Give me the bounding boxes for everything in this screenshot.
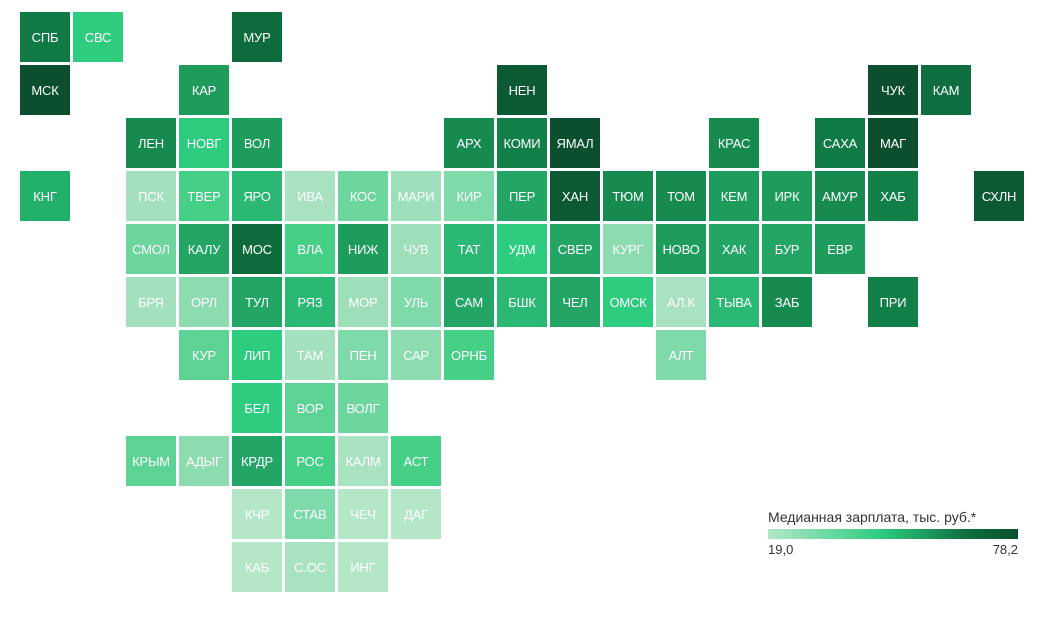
region-tile[interactable]: АДЫГ <box>179 436 229 486</box>
region-tile[interactable]: ЧУВ <box>391 224 441 274</box>
region-tile[interactable]: КУРГ <box>603 224 653 274</box>
region-tile[interactable]: КАЛУ <box>179 224 229 274</box>
legend-max-label: 78,2 <box>992 542 1018 557</box>
region-tile[interactable]: ТУЛ <box>232 277 282 327</box>
region-tile[interactable]: МОС <box>232 224 282 274</box>
region-tile[interactable]: КИР <box>444 171 494 221</box>
region-tile[interactable]: СПБ <box>20 12 70 62</box>
region-tile[interactable]: РОС <box>285 436 335 486</box>
region-tile[interactable]: КЕМ <box>709 171 759 221</box>
region-tile[interactable]: ВОР <box>285 383 335 433</box>
region-tile[interactable]: ТАТ <box>444 224 494 274</box>
region-tile[interactable]: СВС <box>73 12 123 62</box>
region-tile[interactable]: ПЕН <box>338 330 388 380</box>
region-tile[interactable]: ЧЕЧ <box>338 489 388 539</box>
region-tile[interactable]: ДАГ <box>391 489 441 539</box>
region-tile[interactable]: КРЫМ <box>126 436 176 486</box>
region-tile[interactable]: СХЛН <box>974 171 1024 221</box>
region-tile[interactable]: ХАК <box>709 224 759 274</box>
region-tile[interactable]: ХАН <box>550 171 600 221</box>
region-tile[interactable]: АЛ.К <box>656 277 706 327</box>
legend-min-label: 19,0 <box>768 542 794 557</box>
legend: Медианная зарплата, тыс. руб.* 19,0 78,2 <box>768 509 1020 557</box>
region-tile[interactable]: ТЫВА <box>709 277 759 327</box>
region-tile[interactable]: ПЕР <box>497 171 547 221</box>
region-tile[interactable]: ИВА <box>285 171 335 221</box>
region-tile[interactable]: СТАВ <box>285 489 335 539</box>
region-tile[interactable]: КАР <box>179 65 229 115</box>
region-tile[interactable]: ЕВР <box>815 224 865 274</box>
region-tile[interactable]: КЧР <box>232 489 282 539</box>
region-tile[interactable]: МОР <box>338 277 388 327</box>
region-tile[interactable]: КАБ <box>232 542 282 592</box>
region-tile[interactable]: КНГ <box>20 171 70 221</box>
region-tile[interactable]: ПРИ <box>868 277 918 327</box>
region-tile[interactable]: ВОЛ <box>232 118 282 168</box>
region-tile[interactable]: ОРНБ <box>444 330 494 380</box>
region-tile[interactable]: ЯРО <box>232 171 282 221</box>
region-tile[interactable]: ТАМ <box>285 330 335 380</box>
region-tile[interactable]: БШК <box>497 277 547 327</box>
region-tile[interactable]: САХА <box>815 118 865 168</box>
region-tile[interactable]: ЯМАЛ <box>550 118 600 168</box>
region-tile[interactable]: КАМ <box>921 65 971 115</box>
region-tile[interactable]: АЛТ <box>656 330 706 380</box>
region-tile[interactable]: ТВЕР <box>179 171 229 221</box>
region-tile[interactable]: НОВГ <box>179 118 229 168</box>
region-tile[interactable]: АМУР <box>815 171 865 221</box>
region-tile[interactable]: КРДР <box>232 436 282 486</box>
region-tile[interactable]: АСТ <box>391 436 441 486</box>
legend-labels: 19,0 78,2 <box>768 542 1018 557</box>
region-tile[interactable]: САР <box>391 330 441 380</box>
region-tile[interactable]: МУР <box>232 12 282 62</box>
region-tile[interactable]: НОВО <box>656 224 706 274</box>
legend-gradient-bar <box>768 529 1018 539</box>
region-tile[interactable]: КРАС <box>709 118 759 168</box>
region-tile[interactable]: НИЖ <box>338 224 388 274</box>
region-tile[interactable]: МСК <box>20 65 70 115</box>
region-tile[interactable]: МАГ <box>868 118 918 168</box>
region-tile[interactable]: УДМ <box>497 224 547 274</box>
region-tile[interactable]: С.ОС <box>285 542 335 592</box>
region-tile[interactable]: БРЯ <box>126 277 176 327</box>
region-tile[interactable]: АРХ <box>444 118 494 168</box>
region-tile[interactable]: ТОМ <box>656 171 706 221</box>
region-tile[interactable]: ХАБ <box>868 171 918 221</box>
region-tile[interactable]: БЕЛ <box>232 383 282 433</box>
region-tile[interactable]: САМ <box>444 277 494 327</box>
region-tile[interactable]: ЗАБ <box>762 277 812 327</box>
region-tile[interactable]: ЛЕН <box>126 118 176 168</box>
region-tile[interactable]: СМОЛ <box>126 224 176 274</box>
region-tile[interactable]: ИНГ <box>338 542 388 592</box>
region-tile[interactable]: МАРИ <box>391 171 441 221</box>
region-tile[interactable]: ТЮМ <box>603 171 653 221</box>
region-tile[interactable]: РЯЗ <box>285 277 335 327</box>
region-tile[interactable]: ОМСК <box>603 277 653 327</box>
legend-title: Медианная зарплата, тыс. руб.* <box>768 509 977 525</box>
region-tile[interactable]: ВЛА <box>285 224 335 274</box>
region-tile[interactable]: УЛЬ <box>391 277 441 327</box>
region-tile[interactable]: НЕН <box>497 65 547 115</box>
region-tile[interactable]: ЧЕЛ <box>550 277 600 327</box>
region-tile[interactable]: ОРЛ <box>179 277 229 327</box>
region-tile[interactable]: КУР <box>179 330 229 380</box>
region-tile[interactable]: ЧУК <box>868 65 918 115</box>
region-tile[interactable]: БУР <box>762 224 812 274</box>
region-tile[interactable]: КОС <box>338 171 388 221</box>
region-tile[interactable]: ВОЛГ <box>338 383 388 433</box>
region-tile[interactable]: ЛИП <box>232 330 282 380</box>
region-tile[interactable]: ИРК <box>762 171 812 221</box>
region-tile[interactable]: ПСК <box>126 171 176 221</box>
region-tile[interactable]: КОМИ <box>497 118 547 168</box>
region-tile[interactable]: КАЛМ <box>338 436 388 486</box>
region-tile[interactable]: СВЕР <box>550 224 600 274</box>
